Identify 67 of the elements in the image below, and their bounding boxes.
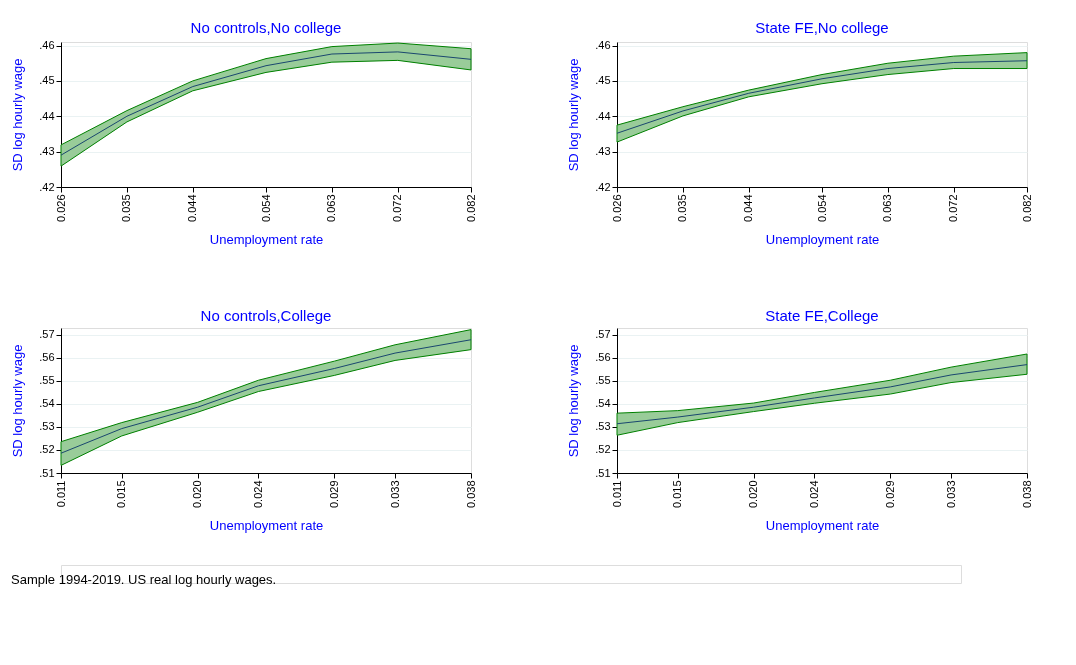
y-tick-label: .42 xyxy=(595,180,611,193)
x-tick-label: 0.082 xyxy=(464,194,477,223)
x-axis-title: Unemployment rate xyxy=(765,518,880,534)
x-tick-label: 0.038 xyxy=(464,480,477,509)
y-axis-title: SD log hourly wage xyxy=(566,58,582,172)
y-tick-label: .44 xyxy=(39,109,55,122)
x-tick-label: 0.063 xyxy=(881,194,894,223)
x-tick-label: 0.029 xyxy=(327,480,340,509)
x-tick-label: 0.072 xyxy=(947,194,960,223)
y-tick-label: .57 xyxy=(39,328,55,341)
x-tick-label: 0.026 xyxy=(610,194,623,223)
y-tick-label: .45 xyxy=(39,74,55,87)
x-tick-label: 0.026 xyxy=(54,194,67,223)
x-tick-label: 0.082 xyxy=(1020,194,1033,223)
y-tick-label: .43 xyxy=(39,145,55,158)
x-tick-label: 0.035 xyxy=(120,194,133,223)
y-tick-label: .53 xyxy=(595,420,611,433)
y-tick-label: .55 xyxy=(595,374,611,387)
y-tick-label: .56 xyxy=(39,351,55,364)
y-tick-label: .44 xyxy=(595,109,611,122)
x-tick-label: 0.054 xyxy=(259,194,272,223)
y-tick-label: .54 xyxy=(39,397,55,410)
y-tick-label: .46 xyxy=(595,39,611,52)
chart-title: No controls,College xyxy=(200,306,332,324)
y-tick-label: .53 xyxy=(39,420,55,433)
x-tick-label: 0.033 xyxy=(944,480,957,509)
chart-title: No controls,No college xyxy=(190,18,342,36)
x-tick-label: 0.044 xyxy=(186,194,199,223)
chart-title: State FE,No college xyxy=(755,18,889,36)
line-series xyxy=(60,339,472,454)
y-axis-title: SD log hourly wage xyxy=(566,344,582,458)
y-tick-label: .46 xyxy=(39,39,55,52)
x-tick-label: 0.015 xyxy=(115,480,128,509)
x-tick-label: 0.035 xyxy=(676,194,689,223)
y-tick-label: .42 xyxy=(39,180,55,193)
y-tick-label: .51 xyxy=(39,466,55,479)
x-axis-title: Unemployment rate xyxy=(765,232,880,248)
y-tick-label: .45 xyxy=(595,74,611,87)
x-axis-title: Unemployment rate xyxy=(209,518,324,534)
y-tick-label: .55 xyxy=(39,374,55,387)
x-tick-label: 0.029 xyxy=(883,480,896,509)
x-tick-label: 0.072 xyxy=(391,194,404,223)
x-tick-label: 0.020 xyxy=(191,480,204,509)
x-tick-label: 0.011 xyxy=(54,480,67,508)
y-tick-label: .56 xyxy=(595,351,611,364)
x-tick-label: 0.020 xyxy=(747,480,760,509)
y-tick-label: .52 xyxy=(39,443,55,456)
chart-title: State FE,College xyxy=(765,307,879,324)
x-tick-label: 0.024 xyxy=(807,480,820,509)
y-tick-label: .57 xyxy=(595,328,611,341)
y-tick-label: .43 xyxy=(595,145,611,158)
x-tick-label: 0.063 xyxy=(325,194,338,223)
x-tick-label: 0.011 xyxy=(610,480,623,508)
line-series xyxy=(616,60,1028,134)
x-tick-label: 0.044 xyxy=(742,194,755,223)
x-tick-label: 0.024 xyxy=(251,480,264,509)
x-tick-label: 0.038 xyxy=(1020,480,1033,509)
y-tick-label: .54 xyxy=(595,397,611,410)
y-tick-label: .51 xyxy=(595,466,611,479)
x-tick-label: 0.033 xyxy=(388,480,401,509)
text: Sample 1994-2019. US real log hourly wages. xyxy=(11,572,277,587)
y-axis-title: SD log hourly wage xyxy=(10,58,26,172)
y-axis-title: SD log hourly wage xyxy=(10,344,26,458)
x-tick-label: 0.015 xyxy=(671,480,684,509)
x-axis-title: Unemployment rate xyxy=(209,232,324,248)
y-tick-label: .52 xyxy=(595,443,611,456)
x-tick-label: 0.054 xyxy=(815,194,828,223)
